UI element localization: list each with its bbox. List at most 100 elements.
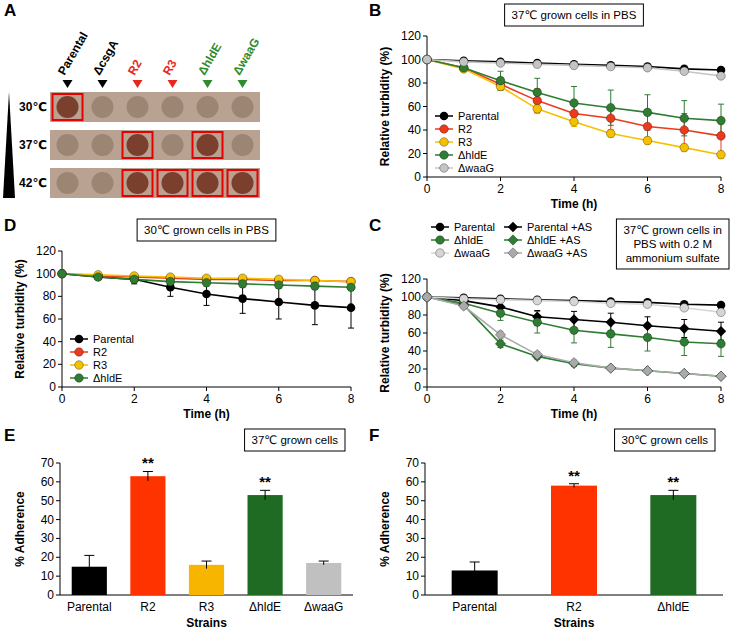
panel-line: CParentalParental +ASΔhldEΔhldE +ASΔwaaG… [369, 216, 729, 421]
y-tick [56, 519, 60, 520]
colony-spot [92, 134, 114, 156]
y-tick [421, 500, 425, 501]
plate-strip [50, 168, 260, 198]
gradient-wedge [3, 92, 15, 198]
x-tick-label: 4 [571, 182, 578, 196]
y-tick-label: 60 [408, 100, 422, 114]
data-point [496, 59, 505, 68]
plot-area [422, 292, 726, 382]
y-axis-title: % Adherence [13, 491, 27, 567]
y-tick [56, 481, 60, 482]
y-tick-label: 0 [412, 588, 419, 602]
data-point [533, 88, 542, 97]
legend-marker [436, 249, 445, 258]
data-point [496, 295, 505, 304]
colony-spot [232, 172, 254, 194]
x-tick-label: ΔwaaG [304, 600, 343, 614]
y-tick-label: 30 [41, 531, 55, 545]
data-point [606, 114, 615, 123]
y-tick-label: 0 [414, 380, 421, 394]
x-tick-label: 6 [644, 182, 651, 196]
data-point [680, 67, 689, 76]
y-tick [56, 576, 60, 577]
error-cap [645, 351, 651, 352]
data-point [643, 300, 652, 309]
y-tick-label: 100 [401, 53, 421, 67]
panel-letter: F [369, 426, 379, 445]
colony-spot [57, 134, 79, 156]
legend-marker [75, 348, 84, 357]
x-tick-label: 2 [497, 182, 504, 196]
series-line [427, 297, 721, 344]
x-tick [206, 387, 207, 391]
colony-spot [162, 96, 184, 118]
y-tick [56, 557, 60, 558]
y-axis-title: Relative turbidity (%) [13, 259, 27, 378]
y-tick-label: 40 [408, 344, 422, 358]
highlight-box [123, 132, 153, 158]
highlight-box [193, 132, 223, 158]
data-point [679, 368, 689, 378]
column-arrow [63, 80, 73, 88]
x-tick [500, 177, 501, 181]
y-tick-label: 30 [406, 531, 420, 545]
error-cap [534, 78, 540, 79]
x-tick [647, 177, 648, 181]
error-cap [681, 135, 687, 136]
panel-letter: E [4, 426, 15, 445]
panel-spots: AParentalΔcsgAR2R3ΔhldEΔwaaG30℃37℃42℃ [3, 1, 262, 198]
column-arrow [133, 80, 143, 88]
data-point [680, 304, 689, 313]
error-cap [718, 104, 724, 105]
highlight-box [228, 170, 258, 196]
x-tick [427, 177, 428, 181]
data-point [680, 143, 689, 152]
series-line [62, 274, 351, 288]
x-tick-label: 4 [203, 392, 210, 406]
legend: ParentalR2R3ΔhldEΔwaaG [435, 110, 499, 174]
data-point [570, 297, 579, 306]
error-cap [167, 296, 173, 297]
title-line: 30℃ grown cells in PBS [144, 224, 269, 236]
data-point [533, 60, 542, 69]
title-line: ammonium sulfate [626, 252, 720, 264]
bar [306, 563, 341, 595]
data-point [422, 292, 432, 302]
legend-marker [75, 374, 84, 383]
data-point [274, 281, 283, 290]
x-tick [574, 387, 575, 391]
highlight-box [193, 170, 223, 196]
error-cap [681, 355, 687, 356]
y-tick-label: 120 [36, 244, 56, 258]
data-point [459, 301, 469, 311]
y-tick [58, 364, 62, 365]
x-tick-label: 8 [718, 182, 725, 196]
y-tick-label: 40 [406, 513, 420, 527]
legend: ParentalR2R3ΔhldE [70, 333, 134, 384]
data-point [496, 76, 505, 85]
data-point [717, 150, 726, 159]
colony-spot [232, 96, 254, 118]
y-tick [423, 83, 427, 84]
y-tick [58, 341, 62, 342]
y-tick-label: 20 [406, 550, 420, 564]
data-point [532, 349, 542, 359]
legend-marker [440, 151, 449, 160]
data-point [58, 269, 67, 278]
data-point [495, 330, 505, 340]
bar [189, 565, 224, 595]
y-tick [423, 387, 427, 388]
highlight-box [158, 170, 188, 196]
bar [130, 476, 165, 595]
data-point [570, 99, 579, 108]
legend-marker [508, 235, 518, 245]
data-point [643, 136, 652, 145]
error-cap [608, 90, 614, 91]
x-tick-label: 0 [424, 392, 431, 406]
error-bar [668, 490, 678, 499]
error-cap [84, 555, 94, 556]
y-tick [423, 351, 427, 352]
series-line [427, 297, 721, 376]
data-point [311, 282, 320, 291]
y-tick [58, 319, 62, 320]
